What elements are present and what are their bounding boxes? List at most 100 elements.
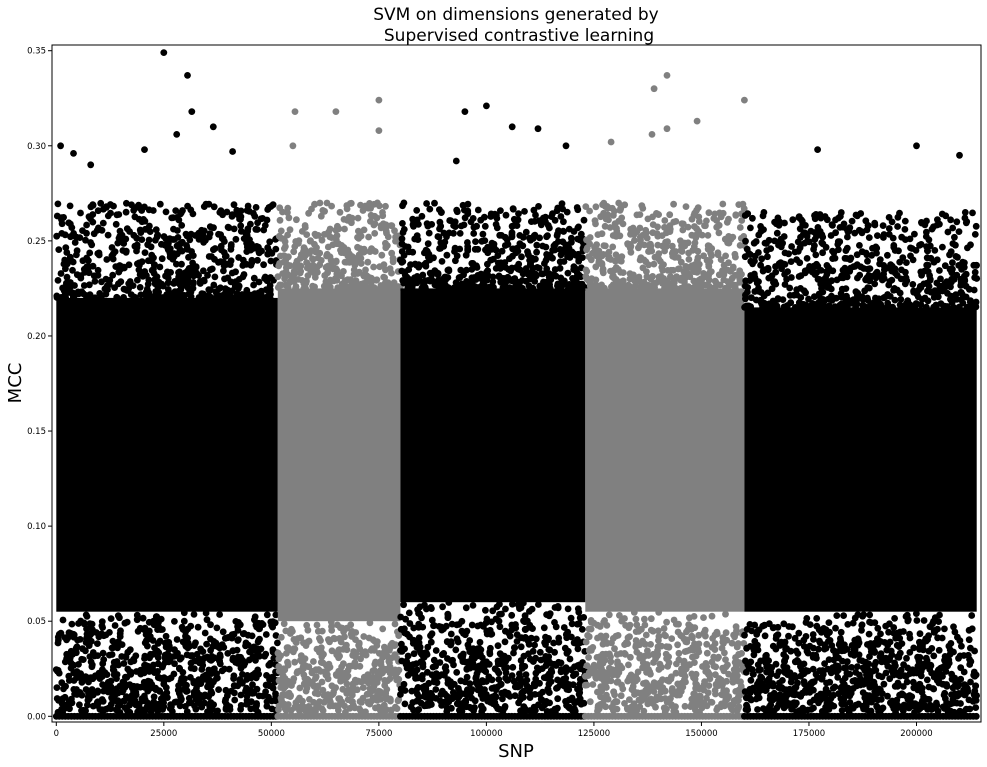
point-high-3 xyxy=(589,250,596,257)
point-low-0 xyxy=(67,664,75,672)
point-high-3 xyxy=(592,276,600,284)
point-low-4 xyxy=(825,637,832,645)
point-high-0 xyxy=(191,232,199,239)
point-low-0 xyxy=(209,669,216,677)
point-low-0 xyxy=(274,639,281,647)
point-low-1 xyxy=(335,706,342,714)
point-low-3 xyxy=(690,703,698,711)
point-low-3 xyxy=(720,635,727,643)
point-high-0 xyxy=(82,236,89,244)
point-high-2 xyxy=(456,230,464,237)
point-low-3 xyxy=(590,619,598,627)
point-high-0 xyxy=(187,270,195,278)
point-low-2 xyxy=(415,624,423,631)
point-low-2 xyxy=(570,672,577,679)
point-low-0 xyxy=(241,659,249,667)
point-high-0 xyxy=(172,291,180,299)
point-high-1 xyxy=(287,277,295,284)
point-low-0 xyxy=(263,611,271,619)
point-low-2 xyxy=(404,652,412,660)
point-high-0 xyxy=(249,293,257,301)
point-low-2 xyxy=(489,607,497,615)
point-high-2 xyxy=(434,282,442,290)
point-high-0 xyxy=(158,240,165,248)
point-high-1 xyxy=(283,261,291,269)
point-low-0 xyxy=(141,683,148,691)
point-high-1 xyxy=(360,271,367,279)
point-high-1 xyxy=(374,199,381,207)
point-low-2 xyxy=(464,641,472,649)
point-high-3 xyxy=(597,213,605,221)
point-high-0 xyxy=(174,234,182,241)
point-low-3 xyxy=(622,639,630,646)
point-low-2 xyxy=(555,638,563,646)
point-low-1 xyxy=(391,620,399,628)
point-low-1 xyxy=(378,689,385,697)
point-low-2 xyxy=(498,689,506,697)
point-high-1 xyxy=(302,280,310,287)
point-low-4 xyxy=(863,692,871,699)
point-high-2 xyxy=(423,200,430,207)
point-low-3 xyxy=(691,659,698,666)
point-high-3 xyxy=(609,281,617,289)
point-low-2 xyxy=(532,635,540,643)
point-high-2 xyxy=(469,260,477,267)
point-high-2 xyxy=(437,245,444,252)
point-low-2 xyxy=(459,650,467,658)
point-low-2 xyxy=(482,668,490,675)
point-high-3 xyxy=(736,267,744,275)
point-high-3 xyxy=(638,202,646,210)
point-low-1 xyxy=(336,652,343,660)
point-low-0 xyxy=(182,641,190,649)
point-high-0 xyxy=(237,227,245,235)
point-low-2 xyxy=(442,663,450,670)
point-high-2 xyxy=(428,221,436,228)
point-high-0 xyxy=(230,201,238,209)
point-high-0 xyxy=(130,206,138,214)
point-high-0 xyxy=(200,267,207,275)
point-high-0 xyxy=(224,223,232,231)
point-low-0 xyxy=(269,646,277,654)
point-low-0 xyxy=(266,676,273,683)
point-high-3 xyxy=(702,222,709,230)
point-high-2 xyxy=(422,284,429,292)
point-low-0 xyxy=(87,630,95,637)
point-low-2 xyxy=(432,686,440,693)
point-low-2 xyxy=(502,674,509,682)
point-low-4 xyxy=(854,663,861,670)
point-high-1 xyxy=(356,230,364,238)
point-high-0 xyxy=(218,235,226,243)
point-high-0 xyxy=(186,236,194,244)
point-high-0 xyxy=(97,199,105,207)
point-high-2 xyxy=(509,252,516,260)
point-high-1 xyxy=(316,261,324,269)
point-low-0 xyxy=(102,631,110,639)
point-high-1 xyxy=(297,268,305,275)
point-low-2 xyxy=(540,624,548,632)
point-low-0 xyxy=(130,683,137,691)
point-high-2 xyxy=(546,224,553,232)
point-high-1 xyxy=(382,266,389,274)
point-high-0 xyxy=(178,209,185,216)
point-low-2 xyxy=(398,640,405,648)
point-high-2 xyxy=(459,201,467,209)
point-low-3 xyxy=(733,627,740,634)
point-low-3 xyxy=(632,641,640,649)
point-low-2 xyxy=(560,675,567,683)
point-low-0 xyxy=(190,679,198,687)
point-low-0 xyxy=(67,647,75,655)
point-low-3 xyxy=(630,609,638,616)
point-high-3 xyxy=(677,237,684,245)
point-low-0 xyxy=(83,613,91,620)
point-high-2 xyxy=(399,220,406,227)
point-high-0 xyxy=(163,291,170,299)
point-high-0 xyxy=(141,249,149,256)
point-low-3 xyxy=(606,667,613,674)
point-high-0 xyxy=(123,199,130,207)
point-low-4 xyxy=(822,644,830,652)
point-low-1 xyxy=(308,678,316,686)
point-low-0 xyxy=(208,656,216,663)
point-high-3 xyxy=(720,271,728,279)
point-high-0 xyxy=(217,207,225,215)
point-low-3 xyxy=(581,681,589,689)
